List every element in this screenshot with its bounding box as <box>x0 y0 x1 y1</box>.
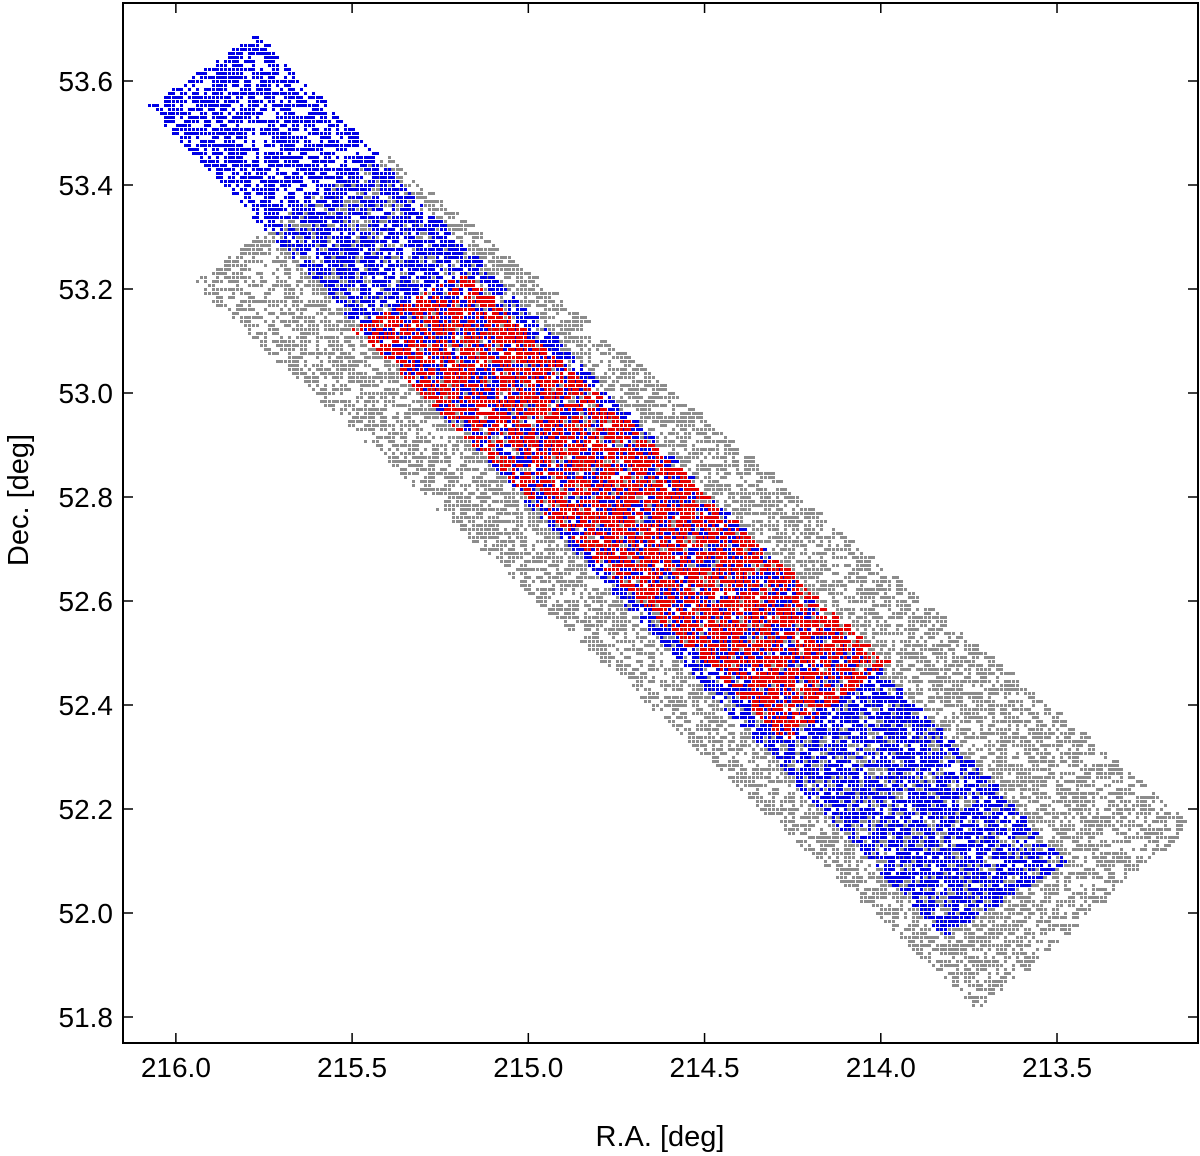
y-tick-label: 52.2 <box>59 794 114 825</box>
y-tick-label: 53.0 <box>59 378 114 409</box>
x-axis-title: R.A. [deg] <box>596 1121 725 1153</box>
y-tick-label: 52.0 <box>59 898 114 929</box>
plot-frame <box>122 2 1199 1044</box>
y-axis-title: Dec. [deg] <box>3 434 35 566</box>
y-tick-label: 53.4 <box>59 170 114 201</box>
y-axis: 51.8 52.0 52.2 52.4 52.6 52.8 53.0 53.2 53.4 53.6 <box>59 66 1198 1033</box>
y-tick-label: 53.6 <box>59 66 114 97</box>
x-tick-label: 214.0 <box>846 1052 916 1083</box>
x-tick-label: 216.0 <box>141 1052 211 1083</box>
y-tick-label: 52.4 <box>59 690 114 721</box>
y-tick-label: 51.8 <box>59 1002 114 1033</box>
x-tick-label: 213.5 <box>1022 1052 1092 1083</box>
y-tick-label: 52.8 <box>59 482 114 513</box>
x-tick-label: 215.5 <box>317 1052 387 1083</box>
x-tick-label: 214.5 <box>670 1052 740 1083</box>
y-tick-label: 52.6 <box>59 586 114 617</box>
x-tick-label: 215.0 <box>493 1052 563 1083</box>
y-tick-label: 53.2 <box>59 274 114 305</box>
data-points <box>148 36 1187 1007</box>
x-axis: 216.0 215.5 215.0 214.5 214.0 213.5 <box>141 3 1092 1083</box>
